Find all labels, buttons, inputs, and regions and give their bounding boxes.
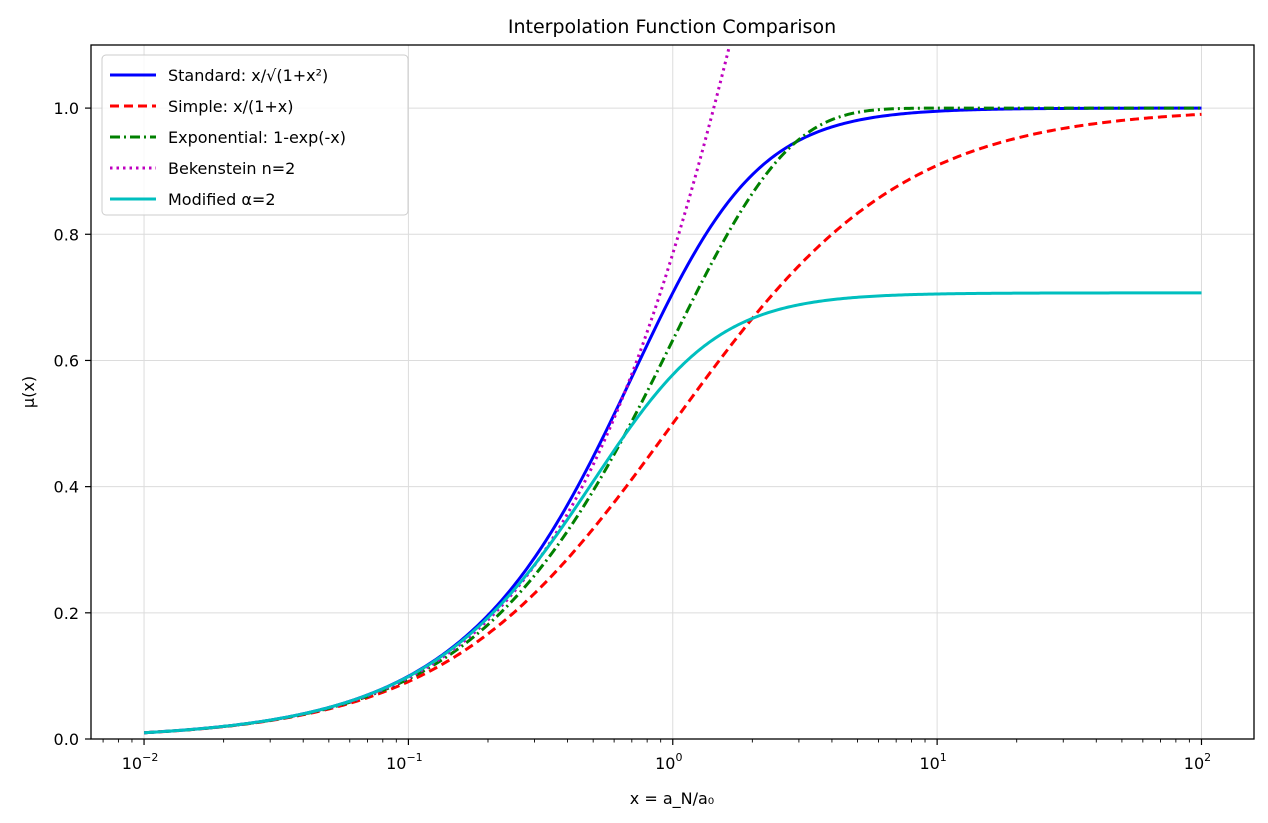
series-line-simple <box>143 112 1202 735</box>
y-tick-label: 0.2 <box>54 604 79 623</box>
legend-box <box>101 54 409 216</box>
x-tick-exponent: −1 <box>406 751 422 764</box>
y-tick-label: 0.6 <box>54 351 79 370</box>
legend-label-bekenstein: Bekenstein n=2 <box>168 159 295 178</box>
legend-label-standard: Standard: x/√(1+x²) <box>168 66 328 85</box>
y-tick-label: 0.4 <box>54 478 79 497</box>
series-line-modified <box>143 291 1202 735</box>
y-tick-label: 0.8 <box>54 225 79 244</box>
legend-label-modified: Modified α=2 <box>168 190 276 209</box>
y-axis-title: μ(x) <box>19 376 38 408</box>
legend-label-exponential: Exponential: 1-exp(-x) <box>168 128 346 147</box>
series-line-exponential <box>143 106 1202 735</box>
y-tick-label: 0.0 <box>54 730 79 749</box>
x-tick-exponent: 2 <box>1204 751 1211 764</box>
legend: Standard: x/√(1+x²) Simple: x/(1+x) Expone… <box>101 54 409 216</box>
x-tick-exponent: 1 <box>940 751 947 764</box>
x-tick-exponent: −2 <box>142 751 158 764</box>
legend-label-simple: Simple: x/(1+x) <box>168 97 294 116</box>
chart-title: Interpolation Function Comparison <box>508 16 836 38</box>
y-tick-label: 1.0 <box>54 99 79 118</box>
x-axis-title: x = a_N/a₀ <box>630 789 714 809</box>
x-tick-exponent: 0 <box>675 751 682 764</box>
series-layer <box>143 45 1202 735</box>
